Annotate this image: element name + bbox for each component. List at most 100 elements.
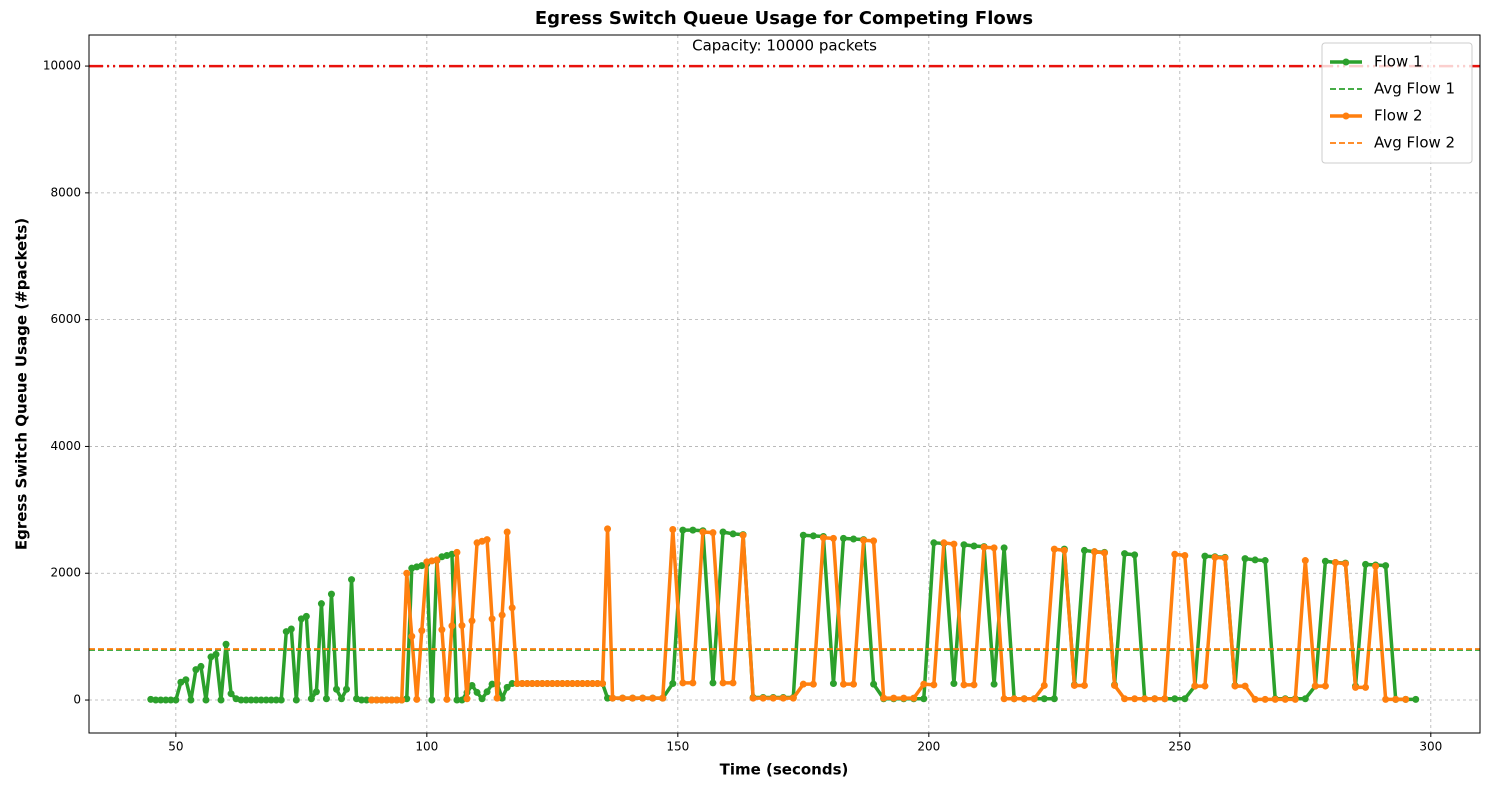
point — [1121, 695, 1129, 703]
point — [172, 696, 180, 704]
point — [839, 680, 847, 688]
point — [659, 694, 667, 702]
point — [1251, 556, 1259, 564]
point — [348, 576, 356, 584]
point — [222, 640, 230, 648]
point — [182, 676, 190, 684]
point — [1211, 553, 1219, 561]
point — [850, 680, 858, 688]
point — [358, 696, 366, 704]
y-tick-label: 8000 — [50, 185, 81, 199]
point — [1141, 695, 1149, 703]
point — [880, 694, 888, 702]
point — [669, 680, 677, 688]
point — [679, 526, 687, 534]
point — [317, 600, 325, 608]
point — [558, 680, 566, 688]
point — [1341, 560, 1349, 568]
point — [709, 529, 717, 537]
point — [699, 528, 707, 536]
legend-marker — [1342, 58, 1350, 66]
point — [1372, 562, 1380, 570]
point — [850, 535, 858, 543]
point — [488, 615, 496, 623]
point — [1000, 544, 1008, 552]
point — [604, 694, 612, 702]
point — [373, 696, 381, 704]
point — [649, 694, 657, 702]
point — [528, 680, 536, 688]
point — [1412, 695, 1420, 703]
point — [1000, 695, 1008, 703]
capacity-annotation: Capacity: 10000 packets — [692, 37, 877, 55]
point — [307, 695, 315, 703]
legend: Flow 1 Avg Flow 1 Flow 2 Avg Flow 2 — [1321, 42, 1473, 164]
point — [1331, 558, 1339, 566]
point — [513, 680, 521, 688]
point — [960, 541, 968, 549]
point — [1231, 682, 1239, 690]
point — [292, 696, 300, 704]
point — [583, 680, 591, 688]
point — [839, 534, 847, 542]
point — [543, 680, 551, 688]
series-line — [371, 527, 1406, 702]
point — [1251, 695, 1259, 703]
point — [202, 696, 210, 704]
point — [860, 536, 868, 544]
point — [322, 695, 330, 703]
point — [1080, 546, 1088, 554]
legend-box — [1321, 42, 1473, 164]
point — [162, 696, 170, 704]
point — [689, 526, 697, 534]
point — [548, 680, 556, 688]
point — [1392, 695, 1400, 703]
x-tick-label: 150 — [666, 740, 689, 754]
point — [448, 622, 456, 630]
point — [950, 540, 958, 548]
point — [197, 662, 205, 670]
point — [1321, 557, 1329, 565]
point — [739, 531, 747, 539]
point — [428, 696, 436, 704]
point — [870, 537, 878, 545]
point — [890, 694, 898, 702]
point — [1171, 695, 1179, 703]
point — [272, 696, 280, 704]
point — [1040, 681, 1048, 689]
point — [267, 696, 275, 704]
point — [1261, 695, 1269, 703]
point — [518, 680, 526, 688]
point — [1131, 551, 1139, 559]
point — [408, 632, 416, 640]
point — [192, 666, 200, 674]
point — [523, 680, 531, 688]
point — [378, 696, 386, 704]
y-tick-label: 2000 — [50, 566, 81, 580]
point — [910, 694, 918, 702]
point — [829, 680, 837, 688]
point — [483, 688, 491, 696]
point — [940, 539, 948, 547]
point — [217, 696, 225, 704]
point — [478, 695, 486, 703]
point — [483, 536, 491, 544]
point — [604, 525, 612, 533]
point — [1362, 683, 1370, 691]
point — [1050, 695, 1058, 703]
point — [729, 530, 737, 538]
point — [368, 696, 376, 704]
point — [1241, 555, 1249, 563]
point — [1010, 695, 1018, 703]
point — [1402, 695, 1410, 703]
point — [237, 696, 245, 704]
point — [458, 622, 466, 630]
point — [980, 543, 988, 551]
point — [332, 685, 340, 693]
point — [498, 611, 506, 619]
x-tick-label: 200 — [917, 740, 940, 754]
point — [669, 525, 677, 533]
point — [1020, 695, 1028, 703]
point — [1050, 545, 1058, 553]
